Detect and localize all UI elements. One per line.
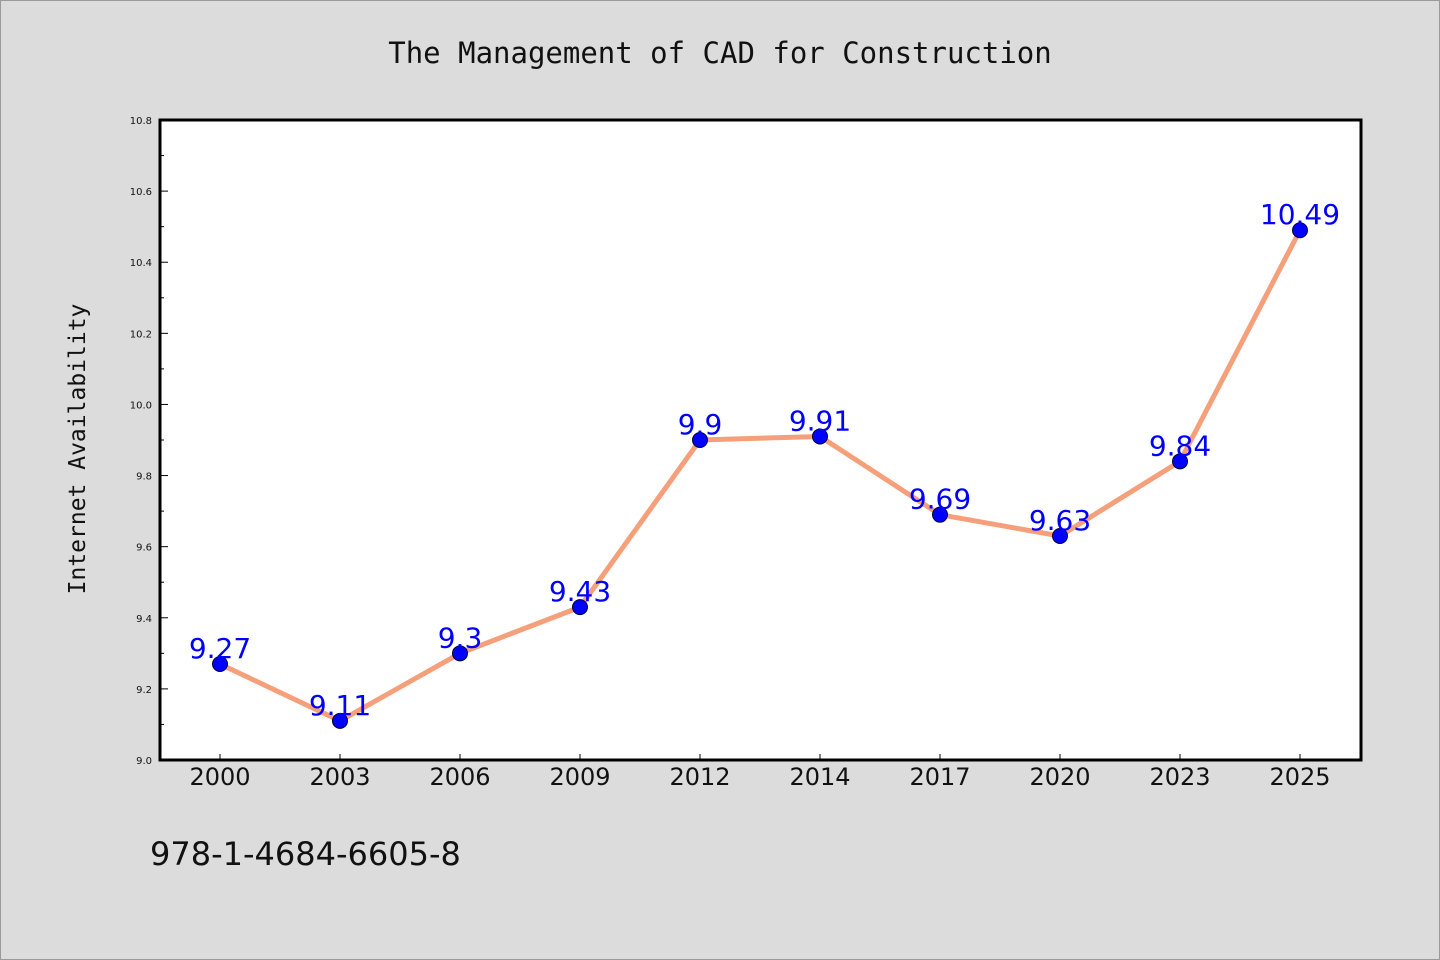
data-point-marker [332, 712, 348, 729]
y-tick-label: 9.2 [136, 685, 152, 696]
data-value-label: 9.43 [549, 575, 611, 608]
x-tick-label: 2020 [1029, 763, 1090, 791]
footer-id-text: 978-1-4684-6605-8 [150, 835, 461, 873]
data-value-label: 9.91 [789, 404, 851, 437]
data-value-label: 9.11 [309, 689, 371, 722]
data-value-label: 9.27 [189, 632, 251, 665]
data-labels: 9.27 9.11 9.3 9.43 9.9 9.91 9.69 9.63 9.84 10.49 [189, 198, 1340, 722]
x-tick-label: 2023 [1149, 763, 1210, 791]
y-tick-label: 10.2 [130, 329, 152, 340]
data-point-marker [1172, 453, 1188, 470]
plot-area [158, 118, 1363, 762]
data-value-label: 9.3 [438, 621, 483, 654]
data-point-marker [212, 656, 228, 672]
y-tick-label: 9.6 [136, 543, 152, 554]
y-tick-label: 9.8 [136, 472, 152, 483]
y-tick-label: 9.4 [136, 614, 152, 625]
data-point-marker [932, 506, 948, 523]
data-value-label: 9.69 [909, 483, 971, 516]
chart-title: The Management of CAD for Construction [388, 36, 1051, 70]
data-point-marker [1052, 528, 1068, 544]
data-point-marker [572, 599, 588, 616]
y-tick-label: 10.6 [130, 187, 152, 198]
x-tick-label: 2003 [309, 763, 370, 791]
series-line [217, 227, 1303, 724]
x-tick-label: 2012 [669, 763, 730, 791]
x-tick-label: 2009 [549, 763, 610, 791]
y-axis-label: Internet Availability [65, 304, 91, 595]
data-value-label: 9.9 [678, 408, 723, 441]
y-axis-ticks: 9.0 9.2 9.4 9.6 9.8 10.0 10.2 10.4 10.6 10.8 [130, 116, 168, 767]
x-tick-label: 2006 [429, 763, 490, 791]
x-tick-label: 2014 [789, 763, 850, 791]
x-tick-label: 2017 [909, 763, 970, 791]
data-value-label: 9.84 [1149, 429, 1211, 462]
data-point-marker [452, 645, 468, 662]
y-tick-label: 9.0 [136, 756, 152, 767]
data-point-marker [812, 428, 828, 445]
x-tick-label: 2025 [1269, 763, 1330, 791]
y-tick-label: 10.0 [130, 400, 152, 411]
data-markers [212, 222, 1308, 729]
y-tick-label: 10.4 [130, 258, 152, 269]
x-axis-ticks: 2000 2003 2006 2009 2012 2014 2017 2020 2023 2025 [189, 754, 1331, 791]
data-value-label: 10.49 [1260, 198, 1340, 231]
data-point-marker [1292, 222, 1308, 239]
y-tick-label: 10.8 [130, 116, 152, 127]
data-point-marker [692, 432, 708, 448]
data-value-label: 9.63 [1029, 504, 1091, 537]
x-tick-label: 2000 [189, 763, 250, 791]
series-line-group [217, 227, 1303, 724]
